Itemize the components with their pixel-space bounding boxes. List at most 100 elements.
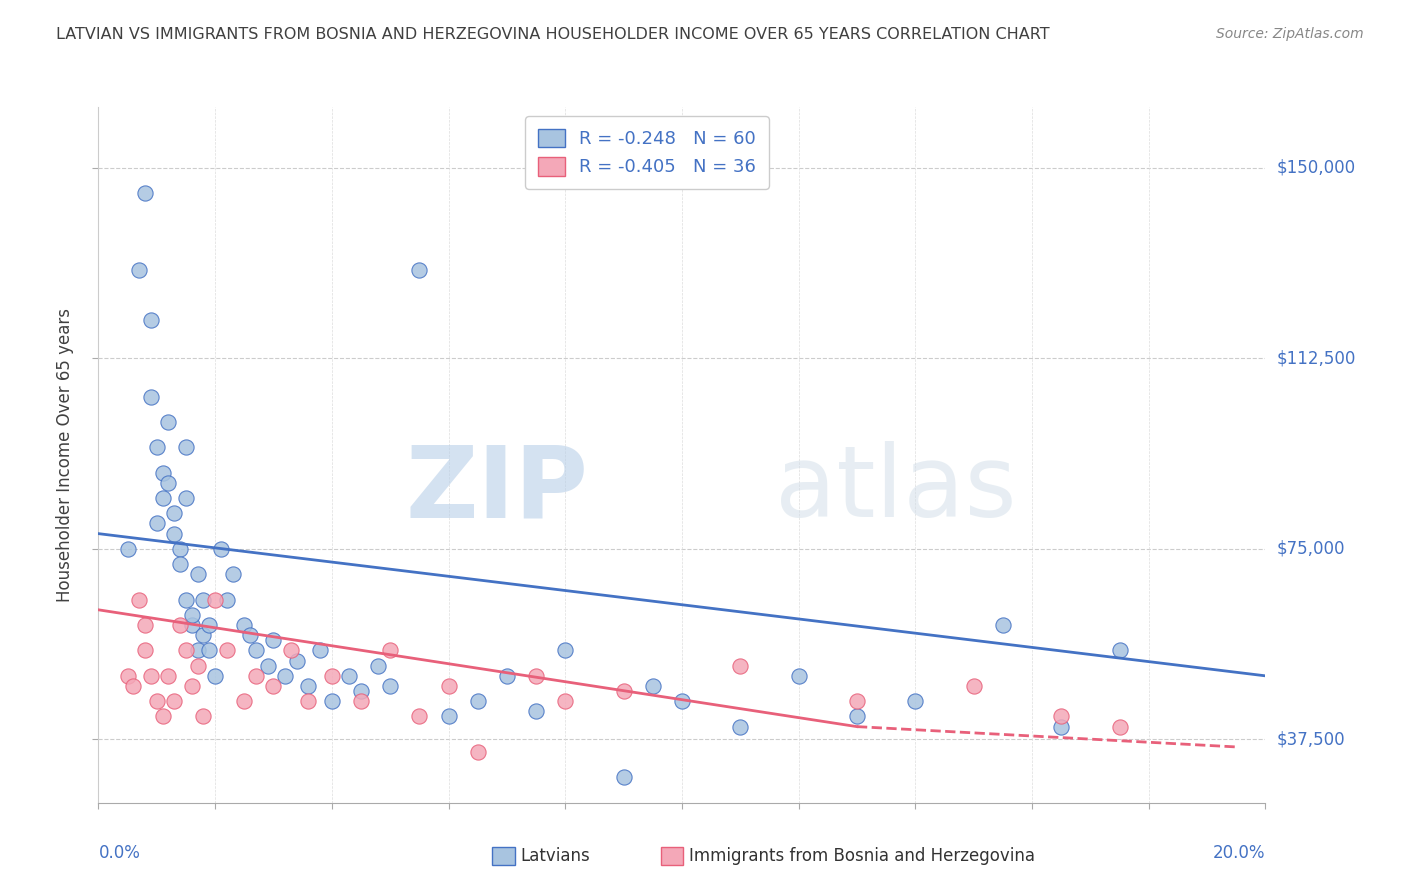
Point (309, 643, 332, 657)
Y-axis label: Householder Income Over 65 years: Householder Income Over 65 years (56, 308, 75, 602)
Point (1108, 720, 1130, 734)
Point (671, 694, 693, 708)
Point (128, 592, 150, 607)
Point (239, 628, 262, 642)
Point (209, 541, 232, 556)
Point (297, 679, 319, 693)
Text: 0.0%: 0.0% (98, 845, 141, 863)
Point (198, 618, 221, 632)
Legend: R = -0.248   N = 60, R = -0.405   N = 36: R = -0.248 N = 60, R = -0.405 N = 36 (524, 116, 769, 189)
Point (280, 643, 302, 657)
Point (1050, 720, 1073, 734)
Point (174, 592, 197, 607)
Text: 20.0%: 20.0% (1213, 845, 1265, 863)
Point (350, 684, 373, 698)
Point (117, 669, 139, 683)
Point (174, 440, 197, 454)
Point (169, 541, 191, 556)
Point (193, 709, 215, 723)
Point (233, 694, 256, 708)
Point (152, 491, 174, 505)
Point (787, 669, 810, 683)
Text: $37,500: $37,500 (1277, 731, 1346, 748)
Point (117, 541, 139, 556)
Point (297, 694, 319, 708)
Point (612, 771, 634, 785)
Point (174, 491, 197, 505)
Point (128, 262, 150, 277)
Point (215, 643, 238, 657)
Point (256, 658, 278, 673)
Point (378, 679, 402, 693)
Text: ZIP: ZIP (406, 442, 589, 538)
Point (157, 669, 180, 683)
Point (169, 557, 191, 571)
Point (728, 720, 751, 734)
Point (169, 618, 191, 632)
Point (1108, 643, 1130, 657)
Point (408, 709, 430, 723)
Point (139, 313, 162, 327)
Point (495, 669, 517, 683)
Point (139, 390, 162, 404)
Point (245, 643, 267, 657)
Point (134, 186, 156, 201)
Point (262, 633, 284, 648)
Point (378, 643, 402, 657)
Point (215, 592, 238, 607)
Point (962, 679, 984, 693)
Point (262, 679, 284, 693)
Point (180, 607, 202, 622)
Point (146, 694, 169, 708)
Text: atlas: atlas (775, 442, 1017, 538)
Point (157, 415, 180, 429)
Text: $150,000: $150,000 (1277, 159, 1355, 177)
Point (187, 658, 209, 673)
Point (554, 643, 576, 657)
Point (467, 745, 489, 759)
Point (146, 516, 169, 531)
Point (524, 705, 547, 719)
Point (122, 679, 145, 693)
Point (904, 694, 927, 708)
Point (204, 592, 226, 607)
Text: Latvians: Latvians (520, 847, 591, 865)
Point (408, 262, 430, 277)
Point (612, 684, 634, 698)
Point (1050, 709, 1073, 723)
Point (180, 618, 202, 632)
Point (350, 694, 373, 708)
Point (146, 440, 169, 454)
Point (193, 628, 215, 642)
Text: $112,500: $112,500 (1277, 350, 1355, 368)
Point (163, 694, 186, 708)
Point (187, 643, 209, 657)
Text: LATVIAN VS IMMIGRANTS FROM BOSNIA AND HERZEGOVINA HOUSEHOLDER INCOME OVER 65 YEA: LATVIAN VS IMMIGRANTS FROM BOSNIA AND HE… (56, 27, 1050, 42)
Point (274, 669, 297, 683)
Point (437, 679, 460, 693)
Text: Immigrants from Bosnia and Herzegovina: Immigrants from Bosnia and Herzegovina (689, 847, 1035, 865)
Point (198, 643, 221, 657)
Point (845, 709, 868, 723)
Point (193, 592, 215, 607)
Point (321, 669, 343, 683)
Point (845, 694, 868, 708)
Point (134, 643, 156, 657)
Point (467, 694, 489, 708)
Point (321, 694, 343, 708)
Text: $75,000: $75,000 (1277, 540, 1346, 558)
Point (221, 567, 243, 582)
Point (163, 526, 186, 541)
Point (134, 618, 156, 632)
Point (180, 679, 202, 693)
Point (554, 694, 576, 708)
Point (152, 466, 174, 480)
Point (285, 654, 308, 668)
Point (157, 475, 180, 490)
Point (641, 679, 664, 693)
Point (337, 669, 360, 683)
Text: Source: ZipAtlas.com: Source: ZipAtlas.com (1216, 27, 1364, 41)
Point (728, 658, 751, 673)
Point (152, 709, 174, 723)
Point (991, 618, 1014, 632)
